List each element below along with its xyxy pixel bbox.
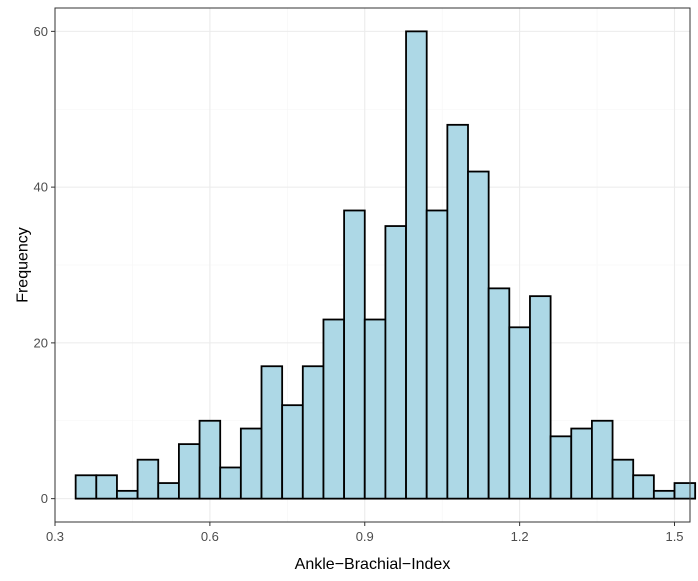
x-axis-title: Ankle−Brachial−Index <box>295 556 451 573</box>
histogram-bar <box>487 287 511 500</box>
histogram-bar <box>467 170 490 500</box>
histogram-bar <box>425 209 449 500</box>
histogram-bar <box>549 435 573 500</box>
histogram-bar <box>322 318 346 500</box>
histogram-bar <box>260 365 284 500</box>
x-tick-label: 1.2 <box>511 529 529 544</box>
histogram-bar <box>178 443 201 500</box>
histogram-bars <box>74 30 697 500</box>
histogram-bar <box>198 419 222 500</box>
y-axis-title: Frequency <box>15 227 32 303</box>
histogram-bar <box>611 458 635 500</box>
histogram-bar <box>405 30 428 500</box>
histogram-bar <box>74 474 98 500</box>
histogram-bar <box>95 474 118 500</box>
histogram-bar <box>570 427 593 500</box>
x-tick-label: 1.5 <box>665 529 683 544</box>
y-tick-label: 0 <box>41 491 48 506</box>
x-tick-label: 0.3 <box>46 529 64 544</box>
histogram-bar <box>219 466 242 500</box>
histogram-bar <box>239 427 263 500</box>
plot-panel-border <box>54 7 691 523</box>
histogram-bar <box>116 489 139 500</box>
x-tick-label: 0.9 <box>356 529 374 544</box>
x-axis: 0.3 0.6 0.9 1.2 1.5 <box>46 522 684 544</box>
histogram-bar <box>673 482 697 500</box>
histogram-bar <box>652 489 676 500</box>
histogram-bar <box>136 458 160 500</box>
x-tick-label: 0.6 <box>201 529 219 544</box>
histogram-bar <box>446 123 469 500</box>
y-tick-label: 40 <box>34 180 48 195</box>
y-tick-label: 20 <box>34 335 48 350</box>
histogram-bar <box>508 326 531 500</box>
y-tick-label: 60 <box>34 24 48 39</box>
histogram-bar <box>363 318 387 500</box>
histogram-bar <box>529 295 552 500</box>
histogram-bar <box>301 365 325 500</box>
histogram-bar <box>632 474 655 500</box>
y-axis: 0 20 40 60 <box>34 24 55 506</box>
histogram-bar <box>384 225 407 500</box>
histogram-bar <box>343 209 366 500</box>
histogram-bar <box>281 404 304 500</box>
histogram-bar <box>157 482 180 500</box>
histogram-bar <box>591 419 614 500</box>
